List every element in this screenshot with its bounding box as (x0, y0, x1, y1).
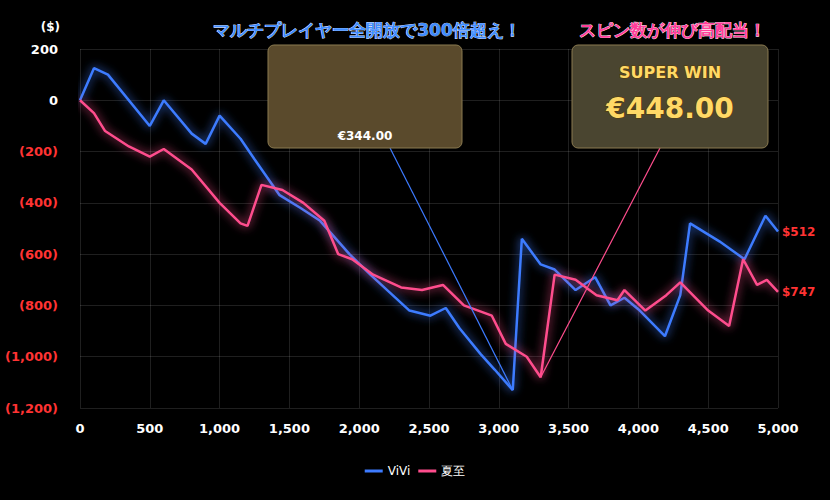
svg-text:500: 500 (136, 421, 163, 436)
svg-text:$512: $512 (782, 225, 815, 239)
svg-text:€344.00: €344.00 (337, 129, 393, 143)
svg-text:5,000: 5,000 (757, 421, 798, 436)
svg-text:200: 200 (31, 42, 58, 57)
svg-text:3,000: 3,000 (478, 421, 519, 436)
svg-text:1,500: 1,500 (269, 421, 310, 436)
svg-text:夏至: 夏至 (441, 464, 465, 478)
svg-text:4,000: 4,000 (618, 421, 659, 436)
svg-text:1,000: 1,000 (199, 421, 240, 436)
svg-text:マルチプレイヤー全開放で300倍超え！: マルチプレイヤー全開放で300倍超え！ (213, 20, 521, 40)
svg-text:2,000: 2,000 (339, 421, 380, 436)
svg-text:0: 0 (49, 93, 58, 108)
svg-text:€448.00: €448.00 (605, 92, 734, 125)
svg-text:SUPER WIN: SUPER WIN (619, 63, 721, 82)
svg-text:3,500: 3,500 (548, 421, 589, 436)
svg-text:(600): (600) (19, 247, 58, 262)
svg-text:(1,200): (1,200) (5, 401, 58, 416)
svg-text:ViVi: ViVi (388, 464, 411, 478)
svg-text:(400): (400) (19, 195, 58, 210)
svg-text:$747: $747 (782, 285, 815, 299)
svg-text:2,500: 2,500 (408, 421, 449, 436)
svg-text:(1,000): (1,000) (5, 349, 58, 364)
svg-text:0: 0 (75, 421, 84, 436)
svg-text:スピン数が伸び高配当！: スピン数が伸び高配当！ (579, 20, 766, 40)
svg-text:(200): (200) (19, 144, 58, 159)
svg-text:($): ($) (41, 20, 60, 34)
svg-text:4,500: 4,500 (688, 421, 729, 436)
svg-text:(800): (800) (19, 298, 58, 313)
